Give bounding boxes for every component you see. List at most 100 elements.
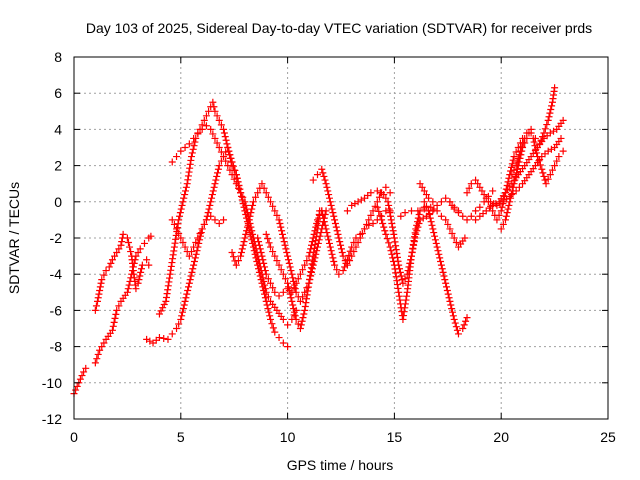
data-point — [303, 291, 311, 299]
data-point — [284, 321, 292, 329]
data-point — [224, 144, 232, 151]
data-point — [413, 218, 421, 226]
data-point — [394, 284, 402, 292]
data-point — [264, 275, 272, 283]
data-point — [397, 272, 405, 280]
data-point — [248, 205, 256, 213]
data-point — [207, 212, 215, 220]
data-point — [211, 180, 219, 188]
data-point — [306, 271, 314, 279]
data-point — [437, 258, 445, 266]
data-point — [94, 350, 102, 358]
data-point — [168, 216, 176, 224]
data-point — [214, 169, 222, 177]
data-point — [247, 209, 255, 217]
data-point — [401, 304, 409, 312]
data-point — [467, 212, 475, 220]
data-point — [171, 239, 179, 247]
data-point — [510, 180, 518, 188]
data-point — [414, 207, 422, 215]
data-point — [319, 169, 327, 177]
data-point — [226, 151, 234, 159]
data-point — [328, 205, 336, 213]
data-point — [388, 250, 396, 258]
data-point — [119, 230, 127, 238]
data-point — [482, 194, 490, 202]
data-point — [115, 302, 123, 310]
data-point — [393, 250, 401, 258]
data-point — [391, 238, 399, 246]
data-point — [288, 297, 296, 305]
series-track-14 — [373, 203, 433, 323]
data-point — [184, 283, 192, 291]
data-point — [163, 290, 171, 298]
data-point — [319, 214, 327, 222]
data-point — [518, 143, 526, 151]
data-point — [215, 116, 223, 124]
x-tick-label: 10 — [280, 429, 296, 445]
data-point — [267, 243, 275, 251]
data-point — [330, 258, 338, 266]
data-point — [507, 191, 515, 199]
data-point — [399, 315, 407, 323]
data-point — [137, 268, 145, 276]
data-point — [289, 301, 297, 309]
data-point — [279, 270, 287, 278]
data-point — [538, 165, 546, 173]
data-point — [241, 198, 249, 206]
data-point — [115, 245, 123, 253]
data-point — [516, 147, 524, 155]
data-point — [217, 121, 225, 129]
data-point — [291, 312, 299, 320]
data-point — [284, 252, 292, 260]
data-point — [476, 183, 484, 191]
data-point — [324, 232, 332, 240]
data-point — [292, 315, 300, 323]
data-point — [243, 227, 251, 235]
x-tick-label: 5 — [177, 429, 185, 445]
series-track-11 — [309, 165, 394, 269]
data-point — [515, 183, 523, 191]
data-point — [185, 168, 193, 176]
data-point — [187, 248, 195, 256]
data-point — [367, 211, 375, 219]
data-point — [302, 299, 310, 307]
data-point — [512, 172, 520, 180]
data-point — [399, 279, 407, 287]
data-point — [233, 174, 241, 182]
data-point — [326, 198, 334, 206]
data-point — [180, 194, 188, 202]
data-point — [277, 223, 285, 231]
data-point — [72, 386, 80, 394]
data-point — [288, 270, 296, 278]
data-point — [305, 279, 313, 287]
data-point — [343, 207, 351, 215]
data-point — [356, 230, 364, 238]
data-point — [508, 171, 516, 179]
data-point — [162, 297, 170, 305]
data-point — [442, 194, 450, 202]
data-point — [542, 180, 550, 188]
data-point — [489, 187, 497, 195]
data-point — [221, 133, 229, 141]
data-point — [267, 198, 275, 206]
data-point — [478, 187, 486, 195]
data-point — [232, 180, 240, 188]
data-point — [213, 139, 221, 147]
data-point — [474, 180, 482, 188]
data-point — [296, 297, 304, 305]
data-point — [292, 279, 300, 287]
data-point — [452, 323, 460, 331]
data-point — [204, 209, 212, 217]
y-tick-label: -10 — [42, 375, 62, 391]
data-point — [506, 198, 514, 206]
data-point — [170, 247, 178, 255]
data-point — [179, 239, 187, 247]
data-point — [223, 140, 231, 148]
data-point — [258, 252, 266, 260]
data-point — [275, 261, 283, 269]
data-point — [329, 254, 337, 262]
data-point — [382, 194, 390, 202]
data-point — [215, 144, 223, 151]
data-point — [459, 325, 467, 332]
